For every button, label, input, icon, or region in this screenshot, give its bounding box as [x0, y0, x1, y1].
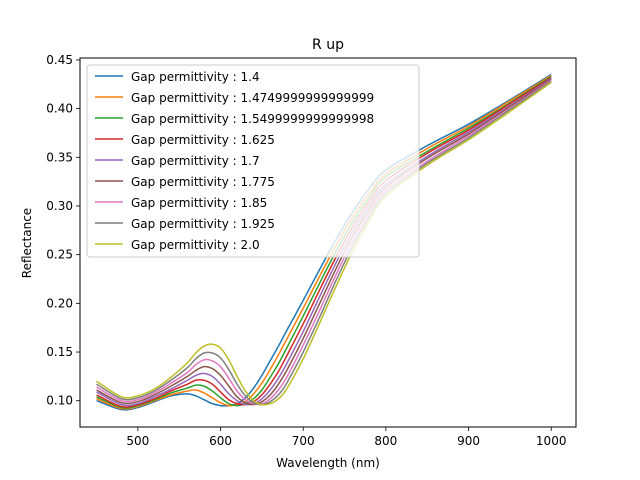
x-tick-label: 900: [457, 434, 480, 448]
y-tick-label: 0.30: [46, 199, 73, 213]
y-tick-label: 0.15: [46, 345, 73, 359]
x-tick-label: 600: [209, 434, 232, 448]
legend-label: Gap permittivity : 1.5499999999999998: [131, 112, 374, 126]
y-tick-label: 0.40: [46, 102, 73, 116]
legend-label: Gap permittivity : 1.85: [131, 196, 267, 210]
x-tick-label: 500: [126, 434, 149, 448]
legend-label: Gap permittivity : 1.925: [131, 217, 275, 231]
legend-label: Gap permittivity : 1.7: [131, 154, 260, 168]
x-tick-label: 1000: [536, 434, 567, 448]
y-tick-label: 0.10: [46, 394, 73, 408]
y-tick-label: 0.45: [46, 53, 73, 67]
y-tick-label: 0.20: [46, 296, 73, 310]
legend: Gap permittivity : 1.4 Gap permittivity :…: [86, 64, 420, 258]
x-axis-label: Wavelength (nm): [276, 456, 380, 470]
legend-box: [86, 64, 420, 258]
x-axis: 500 600 700 800 900 1000: [126, 427, 566, 448]
chart-title: R up: [312, 37, 344, 53]
legend-label: Gap permittivity : 1.775: [131, 175, 275, 189]
y-axis: 0.10 0.15 0.20 0.25 0.30 0.35 0.40 0.45: [46, 53, 80, 408]
plot-frame: [79, 57, 577, 428]
y-axis-label: Reflectance: [20, 208, 34, 278]
legend-label: Gap permittivity : 1.625: [131, 133, 275, 147]
y-tick-label: 0.35: [46, 150, 73, 164]
legend-label: Gap permittivity : 2.0: [131, 238, 260, 252]
x-tick-label: 700: [292, 434, 315, 448]
x-tick-label: 800: [374, 434, 397, 448]
y-tick-label: 0.25: [46, 248, 73, 262]
legend-label: Gap permittivity : 1.4: [131, 70, 260, 84]
legend-label: Gap permittivity : 1.4749999999999999: [131, 91, 374, 105]
